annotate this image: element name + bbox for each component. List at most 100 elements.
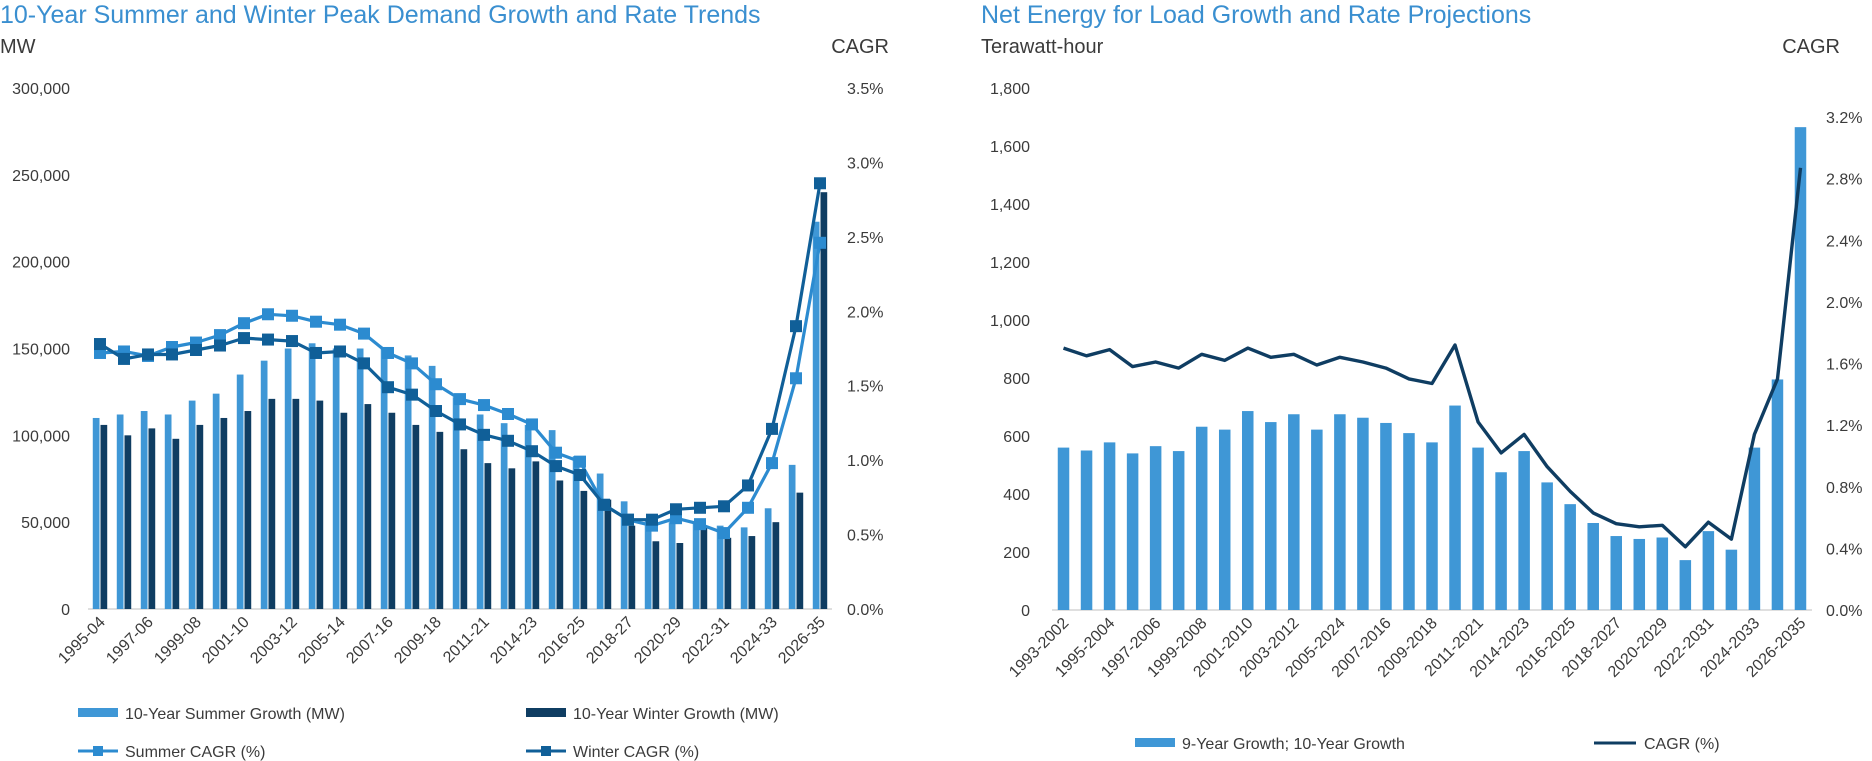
energy-growth-bar [1495,472,1507,610]
winter-growth-bar [364,404,372,609]
left-chart-legend: 10-Year Summer Growth (MW) 10-Year Winte… [78,706,779,761]
summer-growth-bar [140,411,148,609]
left-x-tick-label: 1997-06 [103,614,157,668]
summer-cagr-point [694,518,706,531]
summer-growth-bar [164,414,172,609]
left-x-tick-label: 2009-18 [391,614,445,668]
right-y2-tick-label: 2.8% [1826,172,1862,189]
left-y-tick-label: 200,000 [12,255,70,272]
summer-growth-bar [284,348,292,609]
left-chart-title: 10-Year Summer and Winter Peak Demand Gr… [0,1,761,29]
winter-growth-bar [388,412,396,609]
left-y-tick-label: 50,000 [21,515,70,532]
summer-growth-bar [668,522,676,609]
summer-cagr-point [502,407,514,420]
summer-growth-bar [596,473,604,609]
energy-growth-bar [1564,504,1576,610]
winter-cagr-point [478,428,490,441]
legend-summer-cagr-marker [93,746,103,756]
winter-cagr-point [502,434,514,447]
right-y-tick-label: 1,400 [990,197,1030,214]
legend-summer-growth-swatch [78,708,118,717]
left-y2-tick-label: 1.0% [847,453,883,470]
summer-growth-bar [572,456,580,609]
summer-growth-bar [812,221,820,609]
legend-winter-growth-label: 10-Year Winter Growth (MW) [573,706,779,723]
left-x-tick-label: 2024-33 [727,614,781,668]
right-y-tick-label: 200 [1003,545,1030,562]
summer-cagr-point [478,399,490,412]
left-chart-ylabel: MW [0,36,36,58]
energy-growth-bar [1541,482,1553,610]
winter-cagr-point [646,513,658,526]
left-x-tick-label: 2016-25 [535,614,589,668]
legend-energy-cagr-label: CAGR (%) [1644,736,1720,753]
energy-growth-bar [1218,429,1231,610]
summer-growth-bar [788,464,796,609]
winter-cagr-point [310,346,322,359]
summer-growth-bar [524,424,532,609]
right-y-tick-label: 1,800 [990,81,1030,98]
winter-cagr-point [214,339,226,352]
winter-growth-bar [244,411,252,609]
summer-cagr-point [430,378,442,391]
summer-growth-bar [92,417,100,609]
right-y-tick-label: 800 [1003,371,1030,388]
winter-growth-bar [748,536,756,609]
right-y2-tick-label: 0.8% [1826,480,1862,497]
winter-cagr-point [454,418,466,431]
energy-growth-bar [1725,549,1738,610]
energy-growth-bar [1149,446,1162,610]
energy-growth-bar [1265,422,1277,610]
winter-cagr-point [694,501,706,514]
winter-cagr-point [334,345,346,358]
right-chart-legend: 9-Year Growth; 10-Year Growth CAGR (%) [1135,736,1720,753]
winter-growth-bar [556,480,564,609]
energy-cagr-line [1062,167,1803,549]
summer-cagr-point [766,457,778,470]
energy-growth-bar [1080,450,1093,610]
right-y2-tick-label: 1.2% [1826,418,1862,435]
energy-growth-bar [1057,447,1070,610]
winter-cagr-point [550,460,562,473]
summer-cagr-point [262,308,274,321]
energy-growth-bar [1679,560,1692,610]
right-y-tick-label: 400 [1003,487,1030,504]
winter-growth-bar [436,431,444,609]
summer-cagr-point [574,455,586,468]
left-y2-tick-label: 1.5% [847,379,883,396]
winter-growth-bar [604,499,612,609]
winter-growth-bar [412,424,420,609]
energy-growth-bar [1195,426,1208,610]
winter-growth-bar [820,192,828,609]
summer-growth-bar [260,360,268,609]
winter-cagr-point [262,333,274,346]
left-y2-tick-label: 2.0% [847,304,883,321]
summer-growth-bar [476,414,484,609]
winter-growth-bar [292,398,300,609]
left-y-tick-label: 100,000 [12,428,70,445]
winter-growth-bar [268,398,276,609]
winter-growth-bar [532,461,540,609]
summer-growth-bar [188,400,196,609]
winter-growth-bar [772,522,780,609]
left-x-tick-label: 1995-04 [55,614,109,668]
summer-growth-bar [380,348,388,609]
left-x-tick-label: 2011-21 [440,614,493,667]
energy-growth-bar [1518,451,1530,610]
legend-winter-cagr-label: Winter CAGR (%) [573,744,699,761]
summer-growth-bar [116,414,124,609]
energy-growth-bar [1656,537,1669,610]
energy-growth-bar [1311,429,1323,610]
right-y-tick-label: 1,200 [990,255,1030,272]
right-y2-tick-label: 0.0% [1826,603,1862,620]
right-y2-tick-label: 3.2% [1826,110,1862,127]
left-y-tick-label: 250,000 [12,168,70,185]
winter-growth-bar [628,525,636,609]
right-y2-tick-label: 2.0% [1826,295,1862,312]
summer-cagr-point [742,501,754,514]
right-chart-y2label: CAGR [1782,36,1840,58]
right-y2-tick-label: 0.4% [1826,541,1862,558]
energy-growth-bar [1357,417,1369,610]
winter-growth-bar [196,424,204,609]
